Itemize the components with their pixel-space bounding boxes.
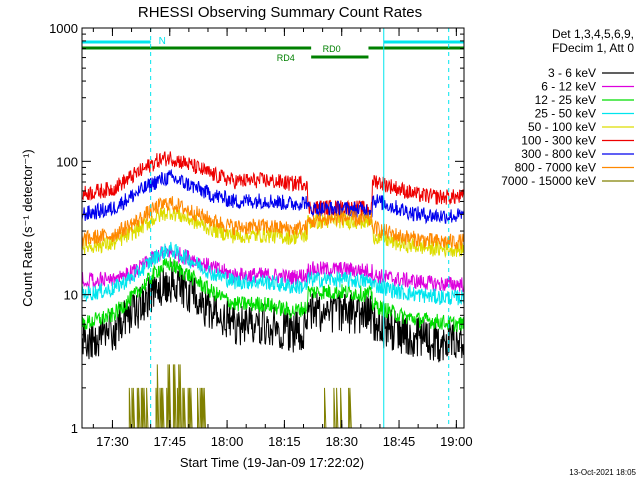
x-tick-label-1: 17:45 (153, 434, 186, 449)
legend-label-8: 7000 - 15000 keV (501, 174, 596, 188)
chart-title: RHESSI Observing Summary Count Rates (138, 4, 422, 21)
series-line-2 (81, 257, 465, 333)
series-line-5 (82, 151, 465, 217)
series-line-6 (81, 168, 465, 225)
plot-frame (81, 27, 465, 429)
legend-header-line-1: Det 1,3,4,5,6,9, (552, 27, 634, 41)
series-line-3 (81, 241, 465, 306)
rate-label-rd0: RD0 (323, 44, 341, 54)
y-tick-label-1: 10 (64, 288, 78, 303)
legend-label-2: 12 - 25 keV (535, 93, 596, 107)
legend-label-4: 50 - 100 keV (528, 120, 596, 134)
axes: 1 10 100 1000 17:30 17:45 18:00 18:15 18:30 18:45… (49, 21, 473, 449)
legend-label-7: 800 - 7000 keV (515, 161, 596, 175)
attenuator-label: N (159, 36, 166, 47)
legend-header-line-2: FDecim 1, Att 0 (552, 41, 634, 55)
rate-label-rd4: RD4 (277, 53, 295, 63)
timestamp-label: 13-Oct-2021 18:05 (569, 468, 636, 477)
series-line-4 (81, 206, 465, 259)
legend-label-5: 100 - 300 keV (521, 134, 596, 148)
x-tick-label-5: 18:45 (383, 434, 416, 449)
y-axis-label: Count Rate (s⁻¹ detector⁻¹) (20, 149, 35, 307)
legend-label-1: 6 - 12 keV (541, 80, 596, 94)
legend-label-0: 3 - 6 keV (548, 66, 596, 80)
legend: Det 1,3,4,5,6,9, FDecim 1, Att 0 3 - 6 k… (501, 27, 634, 188)
x-tick-label-6: 19:00 (440, 434, 473, 449)
legend-label-3: 25 - 50 keV (535, 107, 596, 121)
x-tick-label-4: 18:30 (325, 434, 358, 449)
x-axis-label: Start Time (19-Jan-09 17:22:02) (180, 455, 364, 470)
y-tick-label-2: 100 (56, 154, 78, 169)
series-line-7 (81, 196, 465, 250)
y-tick-label-3: 1000 (49, 21, 78, 36)
y-tick-label-0: 1 (71, 421, 78, 436)
x-tick-label-0: 17:30 (96, 434, 129, 449)
legend-label-6: 300 - 800 keV (521, 147, 596, 161)
x-tick-label-3: 18:15 (268, 434, 301, 449)
x-tick-label-2: 18:00 (211, 434, 244, 449)
